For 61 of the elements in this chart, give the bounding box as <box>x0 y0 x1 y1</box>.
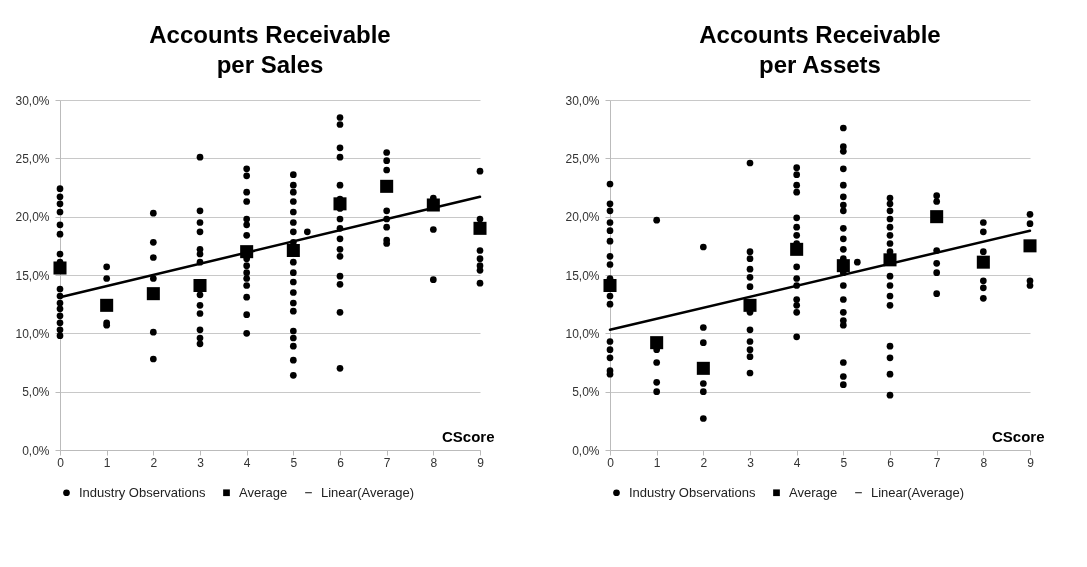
x-tick-label: 5 <box>290 455 298 470</box>
x-tick-label: 1 <box>653 455 661 470</box>
legend-label: Industry Observations <box>79 484 206 500</box>
y-tick-label: 25,0% <box>15 151 50 166</box>
x-tick-label: 0 <box>607 455 615 470</box>
point <box>1023 239 1037 253</box>
point <box>53 261 67 275</box>
y-tick-label: 30,0% <box>15 93 50 108</box>
point <box>146 287 160 301</box>
y-tick-label: 0,0% <box>572 443 600 458</box>
x-tick-label: 7 <box>933 455 941 470</box>
point <box>193 278 207 293</box>
y-tick-label: 20,0% <box>15 210 50 225</box>
x-tick-label: 5 <box>840 455 848 470</box>
point <box>380 179 394 193</box>
x-tick-label: 0 <box>57 455 65 470</box>
x-tick-label: 4 <box>243 455 251 470</box>
x-tick-label: 9 <box>477 455 485 470</box>
point <box>650 336 664 350</box>
y-tick-label: 25,0% <box>565 151 600 166</box>
point <box>790 242 804 256</box>
chart-title: Accounts Receivable per Sales <box>149 21 391 78</box>
point <box>743 298 757 312</box>
legend-label: Average <box>789 484 838 500</box>
y-tick-label: 5,0% <box>572 385 600 400</box>
y-tick-label: 10,0% <box>15 326 50 341</box>
y-tick-label: 10,0% <box>565 326 600 341</box>
point <box>333 197 347 211</box>
legend-label: Linear(Average) <box>321 484 414 500</box>
x-axis-title: CScore <box>991 427 1045 445</box>
legend-label: Average <box>239 484 288 500</box>
x-tick-label: 8 <box>430 455 438 470</box>
x-tick-label: 6 <box>887 455 895 470</box>
x-tick-label: 8 <box>980 455 988 470</box>
point <box>100 298 114 312</box>
y-tick-label: 5,0% <box>22 385 50 400</box>
point <box>930 210 944 224</box>
point <box>473 221 487 235</box>
point <box>836 259 850 273</box>
y-tick-label: 15,0% <box>565 268 600 283</box>
legend-label: Linear(Average) <box>871 484 964 500</box>
y-tick-label: 0,0% <box>22 443 50 458</box>
x-tick-label: 1 <box>103 455 111 470</box>
x-tick-label: 2 <box>150 455 158 470</box>
x-tick-label: 4 <box>793 455 801 470</box>
x-tick-label: 7 <box>383 455 391 470</box>
x-tick-label: 9 <box>1027 455 1035 470</box>
x-axis-title: CScore <box>441 427 495 445</box>
y-tick-label: 30,0% <box>565 93 600 108</box>
point <box>286 243 300 258</box>
x-tick-label: 2 <box>700 455 708 470</box>
point <box>696 361 710 375</box>
x-tick-label: 3 <box>197 455 205 470</box>
y-tick-label: 20,0% <box>565 210 600 225</box>
chart-title: Accounts Receivable per Assets <box>699 21 941 78</box>
x-tick-label: 6 <box>337 455 345 470</box>
y-tick-label: 15,0% <box>15 268 50 283</box>
legend-label: Industry Observations <box>629 484 756 500</box>
point <box>603 278 617 293</box>
point <box>976 255 990 269</box>
x-tick-label: 3 <box>747 455 755 470</box>
